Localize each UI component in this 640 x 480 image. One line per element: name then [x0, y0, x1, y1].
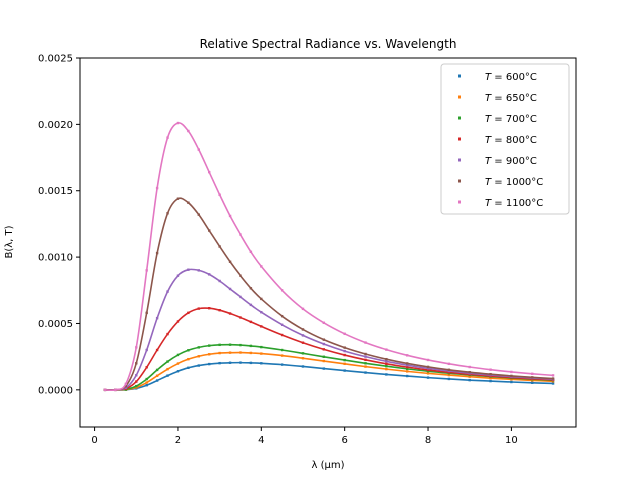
x-axis-ticks: 0 2 4 6 8 10: [91, 427, 518, 446]
legend-item: T = 700°C: [458, 114, 537, 125]
x-tick-label: 0: [91, 435, 97, 446]
legend-item: T = 600°C: [458, 72, 537, 83]
legend-item: T = 1000°C: [458, 177, 543, 188]
legend-marker: [458, 137, 461, 141]
legend-label-variable: T: [485, 198, 492, 209]
x-axis-label: λ (μm): [311, 460, 344, 471]
legend-marker: [458, 158, 461, 162]
series-line: [105, 343, 554, 391]
x-tick-label: 2: [175, 435, 181, 446]
x-tick-label: 6: [341, 435, 347, 446]
y-tick-label: 0.0015: [38, 186, 73, 197]
legend-label-variable: T: [485, 177, 492, 188]
legend-label-value: = 650°C: [491, 93, 537, 104]
x-tick-label: 10: [505, 435, 518, 446]
legend-box: [440, 63, 570, 215]
legend-marker: [458, 116, 461, 120]
data-point: [103, 388, 107, 392]
legend-marker: [458, 200, 461, 204]
legend-label-variable: T: [485, 156, 492, 167]
legend-label-value: = 900°C: [491, 156, 537, 167]
legend-marker: [458, 95, 461, 99]
legend-label-variable: T: [485, 114, 492, 125]
y-tick-label: 0.0005: [38, 319, 73, 330]
plot-area: [103, 121, 555, 392]
legend-label-variable: T: [485, 72, 492, 83]
series-650c: [103, 351, 555, 392]
legend-label: T = 900°C: [485, 156, 537, 167]
legend-label: T = 1100°C: [485, 198, 543, 209]
chart-title: Relative Spectral Radiance vs. Wavelengt…: [200, 37, 457, 51]
y-axis-ticks: 0.0000 0.0005 0.0010 0.0015 0.0020 0.0025: [38, 54, 80, 396]
legend-item: T = 650°C: [458, 93, 537, 104]
y-tick-label: 0.0010: [38, 253, 73, 264]
legend-label: T = 700°C: [485, 114, 537, 125]
series-line: [104, 122, 554, 392]
axes-frame: [79, 57, 577, 428]
legend-item: T = 800°C: [458, 135, 537, 146]
series-1100c: [103, 121, 555, 392]
series-line: [105, 361, 554, 391]
legend-item: T = 900°C: [458, 156, 537, 167]
legend-marker: [458, 74, 461, 78]
legend-marker: [458, 179, 461, 183]
series-line: [105, 351, 554, 391]
legend-label: T = 650°C: [485, 93, 537, 104]
x-tick-label: 8: [425, 435, 431, 446]
x-tick-label: 4: [258, 435, 264, 446]
series-line: [105, 268, 554, 391]
legend-label-variable: T: [485, 135, 492, 146]
legend-label-value: = 1100°C: [491, 198, 543, 209]
y-tick-label: 0.0020: [38, 120, 73, 131]
legend-label: T = 1000°C: [485, 177, 543, 188]
series-1000c: [103, 197, 555, 392]
y-axis-label: B(λ, T): [4, 225, 15, 258]
legend-label-value: = 1000°C: [491, 177, 543, 188]
legend-label-value: = 600°C: [491, 72, 537, 83]
legend-label: T = 800°C: [485, 135, 537, 146]
y-tick-label: 0.0000: [38, 385, 73, 396]
legend-item: T = 1100°C: [458, 198, 543, 209]
legend-label-variable: T: [485, 93, 492, 104]
y-tick-label: 0.0025: [38, 54, 73, 65]
series-line: [105, 307, 554, 391]
legend-label: T = 600°C: [485, 72, 537, 83]
series-line: [104, 197, 554, 391]
legend: T = 600°CT = 650°CT = 700°CT = 800°CT = …: [440, 63, 570, 215]
legend-label-value: = 800°C: [491, 135, 537, 146]
series-600c: [103, 361, 555, 392]
legend-label-value: = 700°C: [491, 114, 537, 125]
